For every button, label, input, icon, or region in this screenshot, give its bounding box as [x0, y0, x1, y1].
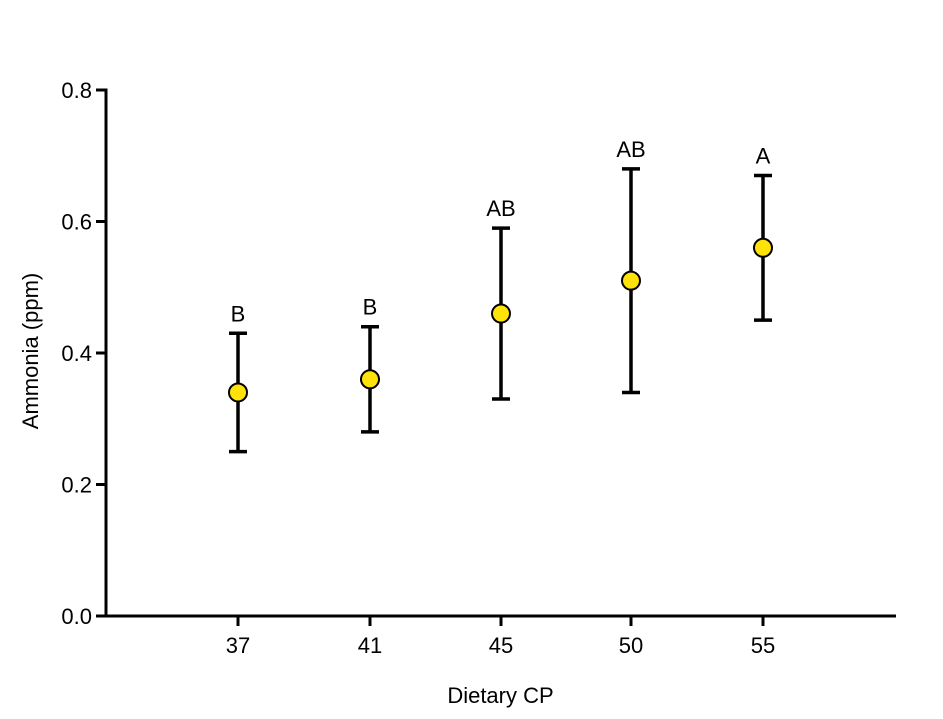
y-tick-label: 0.0	[61, 604, 92, 629]
significance-label: B	[231, 301, 246, 326]
x-tick-label: 55	[751, 633, 775, 658]
y-ticks: 0.0 0.2 0.4 0.6 0.8	[61, 78, 106, 629]
data-point-group: B	[228, 301, 248, 454]
data-point	[753, 237, 773, 258]
data-point-group: B	[360, 295, 380, 434]
y-axis-title: Ammonia (ppm)	[18, 273, 43, 429]
data-point-group: AB	[486, 196, 516, 401]
x-ticks: 37 41 45 50 55	[226, 616, 775, 658]
data-point-group: AB	[616, 137, 646, 395]
data-series: B B AB AB A	[228, 137, 773, 454]
significance-label: AB	[616, 137, 645, 162]
x-tick-label: 37	[226, 633, 250, 658]
data-point	[621, 270, 641, 291]
x-tick-label: 45	[489, 633, 513, 658]
data-point	[228, 382, 248, 403]
y-tick-label: 0.2	[61, 473, 92, 498]
y-tick-label: 0.4	[61, 341, 92, 366]
y-tick-label: 0.6	[61, 210, 92, 235]
data-point-group: A	[753, 143, 773, 322]
significance-label: AB	[486, 196, 515, 221]
significance-label: A	[756, 143, 771, 168]
x-tick-label: 50	[619, 633, 643, 658]
y-tick-label: 0.8	[61, 78, 92, 103]
significance-label: B	[363, 295, 378, 320]
x-tick-label: 41	[358, 633, 382, 658]
data-point	[360, 369, 380, 390]
data-point	[491, 303, 511, 324]
x-axis-title: Dietary CP	[447, 683, 553, 708]
